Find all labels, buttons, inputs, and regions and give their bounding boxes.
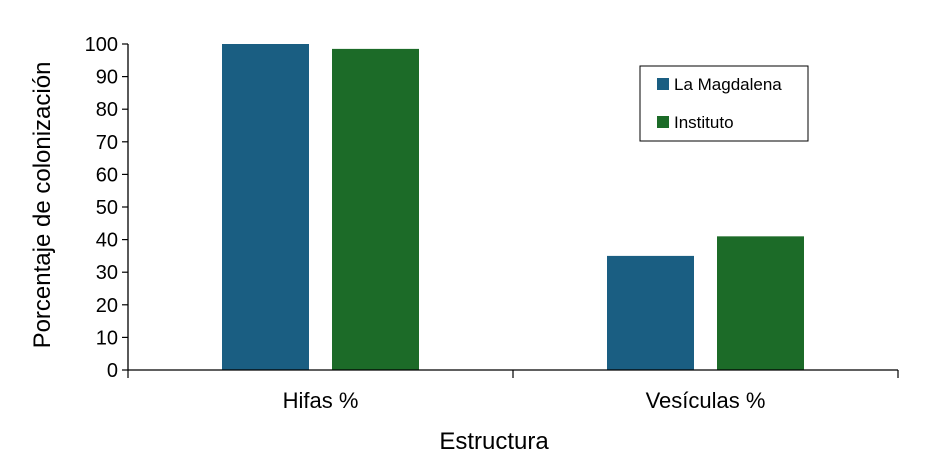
y-tick-label: 40 [96, 230, 118, 252]
legend-swatch [657, 78, 669, 90]
y-tick-label: 90 [96, 67, 118, 89]
y-tick-label: 20 [96, 295, 118, 317]
y-tick-label: 70 [96, 132, 118, 154]
y-tick-label: 30 [96, 262, 118, 284]
y-tick-label: 60 [96, 164, 118, 186]
y-tick-label: 50 [96, 197, 118, 219]
y-axis-ticks: 0 10 20 30 40 50 60 70 80 90 100 [85, 34, 128, 382]
x-category-label: Hifas % [283, 388, 359, 413]
bars [222, 44, 804, 370]
y-tick-label: 10 [96, 327, 118, 349]
x-axis-ticks [127, 370, 899, 378]
y-tick-label: 0 [107, 360, 118, 382]
bar-la-magdalena [222, 44, 309, 370]
y-tick-label: 80 [96, 99, 118, 121]
bar-la-magdalena [607, 255, 694, 370]
legend: La Magdalena Instituto [639, 65, 809, 142]
legend-swatch [657, 116, 669, 128]
bar-instituto [332, 48, 419, 370]
y-axis-title: Porcentaje de colonización [29, 62, 56, 349]
y-tick-label: 100 [85, 34, 118, 56]
legend-label: La Magdalena [674, 75, 782, 94]
legend-label: Instituto [674, 113, 734, 132]
x-axis-title: Estructura [439, 428, 549, 455]
category-labels: Hifas % Vesículas % [283, 388, 766, 413]
bar-instituto [717, 236, 804, 370]
x-category-label: Vesículas % [646, 388, 766, 413]
